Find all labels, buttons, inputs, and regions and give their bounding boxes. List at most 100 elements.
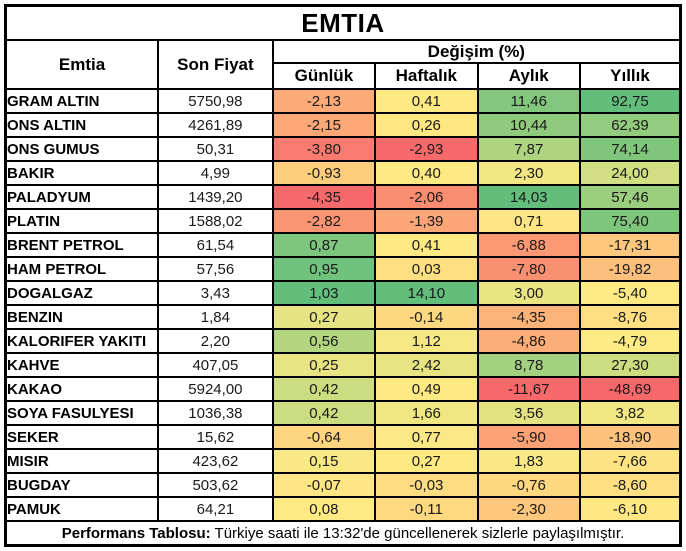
last-price: 15,62 [157,424,274,450]
change-cell-weekly: 0,49 [374,376,479,402]
commodity-name: PLATIN [4,208,160,234]
last-price: 4,99 [157,160,274,186]
column-header-daily: Günlük [271,62,377,90]
last-price: 1588,02 [157,208,274,234]
change-cell-daily: 0,42 [271,400,377,426]
change-cell-weekly: 1,12 [374,328,479,354]
change-cell-yearly: -8,76 [578,304,682,330]
change-cell-daily: -0,07 [271,472,377,498]
table-row: KAHVE 407,05 0,25 2,42 8,78 27,30 [4,352,682,378]
change-cell-weekly: -1,39 [374,208,479,234]
last-price: 1036,38 [157,400,274,426]
change-cell-daily: 0,87 [271,232,377,258]
update-note-label: Performans Tablosu: [61,524,211,542]
change-cell-daily: 0,27 [271,304,377,330]
column-header-commodity: Emtia [4,39,160,90]
table-body: GRAM ALTIN 5750,98 -2,13 0,41 11,46 92,75 ONS … [4,88,682,522]
change-cell-weekly: 2,42 [374,352,479,378]
emtia-table: EMTIA Emtia Son Fiyat Değişim (%) Günlük… [4,4,682,547]
column-header-yearly: Yıllık [578,62,682,90]
change-cell-weekly: -2,06 [374,184,479,210]
table-row: PAMUK 64,21 0,08 -0,11 -2,30 -6,10 [4,496,682,522]
table-row: MISIR 423,62 0,15 0,27 1,83 -7,66 [4,448,682,474]
change-cell-yearly: 3,82 [578,400,682,426]
header-row-periods: Günlük Haftalık Aylık Yıllık [6,62,682,90]
last-price: 5750,98 [157,88,274,114]
change-cell-monthly: 3,56 [476,400,581,426]
commodity-name: BRENT PETROL [4,232,160,258]
change-cell-monthly: -7,80 [476,256,581,282]
last-price: 503,62 [157,472,274,498]
title-row: EMTIA [4,4,682,41]
commodity-name: BUGDAY [4,472,160,498]
last-price: 2,20 [157,328,274,354]
change-cell-daily: 0,95 [271,256,377,282]
change-cell-yearly: -8,60 [578,472,682,498]
table-row: BRENT PETROL 61,54 0,87 0,41 -6,88 -17,31 [4,232,682,258]
last-price: 50,31 [157,136,274,162]
change-cell-daily: -2,15 [271,112,377,138]
commodity-name: SEKER [4,424,160,450]
change-cell-yearly: -7,66 [578,448,682,474]
change-cell-yearly: -48,69 [578,376,682,402]
change-cell-monthly: 11,46 [476,88,581,114]
table-row: DOGALGAZ 3,43 1,03 14,10 3,00 -5,40 [4,280,682,306]
update-note-text: Türkiye saati ile 13:32'de güncellenerek… [210,524,625,542]
change-cell-monthly: 10,44 [476,112,581,138]
change-cell-weekly: 0,41 [374,232,479,258]
change-cell-weekly: -0,14 [374,304,479,330]
change-cell-weekly: -0,03 [374,472,479,498]
change-cell-monthly: 1,83 [476,448,581,474]
last-price: 4261,89 [157,112,274,138]
change-cell-daily: 0,56 [271,328,377,354]
change-cell-monthly: -6,88 [476,232,581,258]
commodity-name: SOYA FASULYESI [4,400,160,426]
commodity-name: ONS ALTIN [4,112,160,138]
change-cell-daily: -0,93 [271,160,377,186]
change-cell-yearly: 92,75 [578,88,682,114]
change-cell-yearly: 57,46 [578,184,682,210]
change-cell-daily: 0,25 [271,352,377,378]
commodity-name: MISIR [4,448,160,474]
last-price: 1,84 [157,304,274,330]
last-price: 407,05 [157,352,274,378]
change-cell-monthly: -5,90 [476,424,581,450]
column-header-monthly: Aylık [476,62,581,90]
commodity-name: BAKIR [4,160,160,186]
table-row: PLATIN 1588,02 -2,82 -1,39 0,71 75,40 [4,208,682,234]
table-row: KALORIFER YAKITI 2,20 0,56 1,12 -4,86 -4,79 [4,328,682,354]
change-cell-daily: -3,80 [271,136,377,162]
change-cell-weekly: 14,10 [374,280,479,306]
table-row: SOYA FASULYESI 1036,38 0,42 1,66 3,56 3,82 [4,400,682,426]
commodity-name: HAM PETROL [4,256,160,282]
change-cell-monthly: -2,30 [476,496,581,522]
last-price: 3,43 [157,280,274,306]
change-cell-weekly: 0,27 [374,448,479,474]
change-cell-weekly: -2,93 [374,136,479,162]
change-cell-yearly: -6,10 [578,496,682,522]
table-row: BENZIN 1,84 0,27 -0,14 -4,35 -8,76 [4,304,682,330]
change-cell-yearly: -19,82 [578,256,682,282]
change-cell-daily: 0,08 [271,496,377,522]
change-cell-yearly: 62,39 [578,112,682,138]
table-row: SEKER 15,62 -0,64 0,77 -5,90 -18,90 [4,424,682,450]
footer-row: Performans Tablosu: Türkiye saati ile 13… [4,520,682,547]
commodity-name: KALORIFER YAKITI [4,328,160,354]
commodity-name: ONS GUMUS [4,136,160,162]
table-row: ONS GUMUS 50,31 -3,80 -2,93 7,87 74,14 [4,136,682,162]
change-cell-daily: -2,13 [271,88,377,114]
change-cell-weekly: 0,03 [374,256,479,282]
last-price: 423,62 [157,448,274,474]
commodity-name: PAMUK [4,496,160,522]
change-cell-daily: -0,64 [271,424,377,450]
change-cell-weekly: -0,11 [374,496,479,522]
table-row: BUGDAY 503,62 -0,07 -0,03 -0,76 -8,60 [4,472,682,498]
change-cell-monthly: 7,87 [476,136,581,162]
commodity-name: GRAM ALTIN [4,88,160,114]
header-row-group: Emtia Son Fiyat Değişim (%) [4,39,682,90]
change-cell-daily: 0,42 [271,376,377,402]
table-row: HAM PETROL 57,56 0,95 0,03 -7,80 -19,82 [4,256,682,282]
table-row: KAKAO 5924,00 0,42 0,49 -11,67 -48,69 [4,376,682,402]
change-cell-yearly: 75,40 [578,208,682,234]
